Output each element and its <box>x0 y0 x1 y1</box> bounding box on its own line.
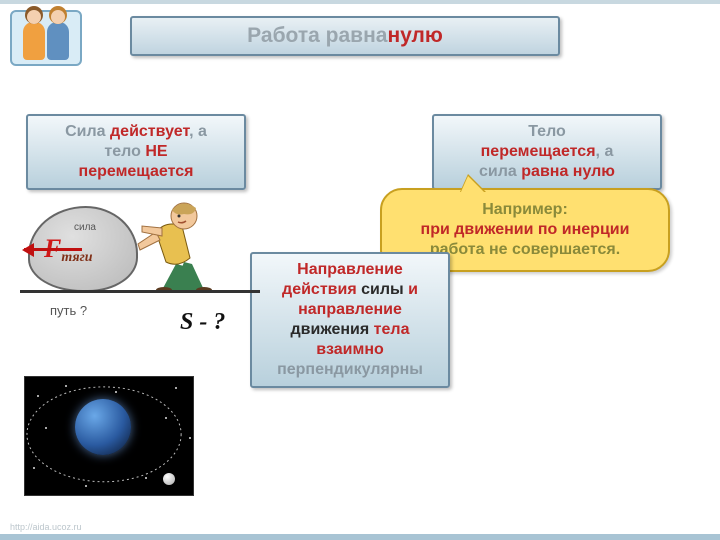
students-icon <box>10 10 82 66</box>
title-plain: Работа равна <box>247 24 387 48</box>
star-icon <box>175 387 177 389</box>
case-force-no-motion: Сила действует, а тело НЕ перемещается <box>26 114 246 190</box>
star-icon <box>145 477 147 479</box>
star-icon <box>189 437 191 439</box>
moon-icon <box>163 473 175 485</box>
star-icon <box>33 467 35 469</box>
person-pushing-icon <box>132 192 232 292</box>
kid-icon <box>23 22 45 60</box>
s-label: S - ? <box>180 309 225 336</box>
kid-icon <box>47 22 69 60</box>
sila-label: сила <box>74 222 96 233</box>
footer-url: http://aida.ucoz.ru <box>10 522 82 532</box>
star-icon <box>115 391 117 393</box>
star-icon <box>65 385 67 387</box>
star-icon <box>165 417 167 419</box>
star-icon <box>45 427 47 429</box>
force-arrow-icon <box>24 248 82 251</box>
page-title: Работа равна нулю <box>130 16 560 56</box>
star-icon <box>85 485 87 487</box>
case-perpendicular: Направление действия силы и направление … <box>250 252 450 388</box>
star-icon <box>37 395 39 397</box>
orbit-illustration <box>24 376 194 496</box>
title-em: нулю <box>387 24 442 48</box>
boulder-push-illustration: сила Fтяги путь ? S - ? <box>20 190 260 330</box>
path-label: путь ? <box>50 303 87 318</box>
